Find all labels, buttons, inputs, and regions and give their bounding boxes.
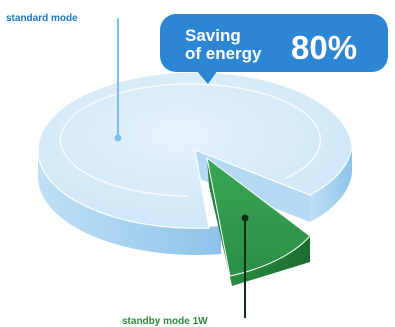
callout-pointer <box>196 70 218 84</box>
callout-line2: of energy <box>185 44 262 63</box>
callout-line1: Saving <box>185 26 241 45</box>
callout-box <box>160 14 388 72</box>
standard-slice-cut-wall <box>195 150 310 222</box>
standard-slice-side <box>38 150 221 255</box>
callout-percent: 80% <box>291 29 357 66</box>
standard-slice-ring <box>59 83 322 197</box>
standby-leader-dot <box>241 214 249 222</box>
standard-slice-top <box>37 71 353 229</box>
standby-mode-label: standby mode 1W <box>122 316 208 327</box>
energy-saving-callout: Saving of energy 80% <box>160 14 388 84</box>
standard-slice-side-right <box>310 145 352 222</box>
standard-mode-label: standard mode <box>6 13 78 24</box>
standard-leader-dot <box>114 134 122 142</box>
standby-slice-top <box>206 156 311 277</box>
